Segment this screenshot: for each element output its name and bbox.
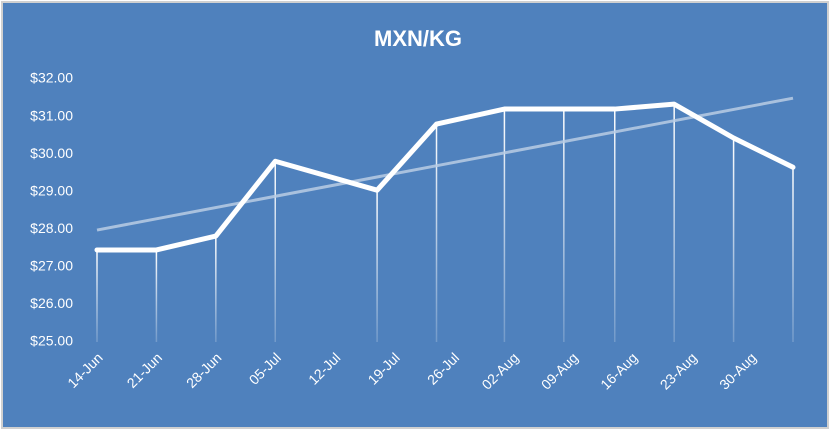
y-tick-label: $27.00 <box>30 258 73 274</box>
y-tick-label: $26.00 <box>30 295 73 311</box>
y-tick-label: $30.00 <box>30 145 73 161</box>
drop-line <box>435 124 438 342</box>
drop-line <box>215 236 217 342</box>
drop-line <box>503 109 506 342</box>
y-tick-label: $25.00 <box>30 333 73 349</box>
chart-title: MXN/KG <box>374 26 462 51</box>
drop-line <box>96 249 98 342</box>
y-tick-label: $28.00 <box>30 220 73 236</box>
chart-background <box>1 1 829 429</box>
drop-line <box>563 109 565 342</box>
y-tick-label: $32.00 <box>30 70 73 86</box>
drop-line <box>673 104 675 343</box>
trendline <box>96 96 794 232</box>
drop-line <box>614 109 616 342</box>
drop-line <box>376 190 378 342</box>
drop-line <box>155 249 158 342</box>
line-series <box>94 101 796 253</box>
drop-line <box>274 161 276 342</box>
y-tick-label: $31.00 <box>30 107 73 123</box>
drop-line <box>792 167 794 342</box>
y-tick-label: $29.00 <box>30 182 73 198</box>
drop-line <box>732 137 735 342</box>
